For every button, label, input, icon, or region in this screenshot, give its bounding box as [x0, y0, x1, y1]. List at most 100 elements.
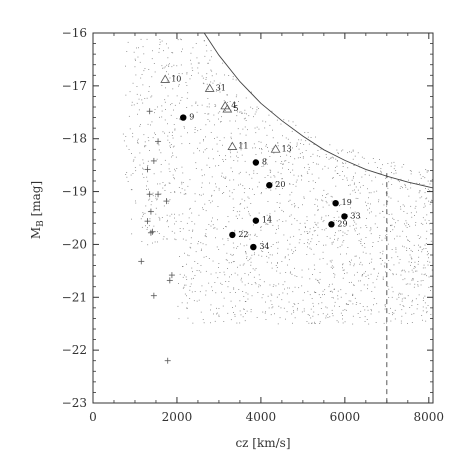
field-dot [245, 292, 247, 294]
field-dot [198, 214, 200, 216]
field-dot [382, 211, 384, 212]
field-dot [409, 241, 411, 242]
field-dot [196, 57, 198, 59]
field-dot [203, 140, 204, 142]
field-dot [281, 261, 283, 262]
field-dot [194, 261, 196, 262]
field-dot [165, 87, 166, 89]
field-dot [127, 41, 129, 43]
field-dot [250, 203, 252, 204]
field-dot [380, 172, 382, 174]
field-dot [423, 274, 425, 276]
field-dot [356, 302, 358, 303]
field-dot [329, 144, 331, 146]
field-dot [233, 287, 235, 289]
field-dot [251, 91, 252, 93]
field-dot [320, 308, 322, 309]
field-dot [158, 48, 160, 50]
field-dot [193, 277, 194, 279]
field-dot [418, 261, 419, 262]
field-dot [218, 165, 220, 166]
field-dot [172, 88, 174, 90]
field-dot [186, 72, 188, 74]
field-dot [305, 150, 307, 151]
field-dot [352, 293, 354, 295]
field-dot [355, 227, 357, 229]
field-dot [192, 271, 193, 273]
field-dot [409, 248, 410, 249]
field-dot [205, 290, 207, 292]
field-dot [240, 183, 241, 185]
field-dot [352, 177, 354, 179]
field-dot [280, 307, 282, 309]
field-dot [282, 221, 284, 222]
field-dot [403, 269, 405, 271]
field-dot [354, 255, 356, 257]
field-dot [225, 226, 227, 228]
field-dot [382, 183, 384, 185]
field-dot [191, 75, 192, 76]
field-dot [422, 280, 424, 281]
field-dot [181, 143, 183, 145]
field-dot [284, 257, 286, 259]
field-dot [388, 214, 390, 215]
field-dot [137, 56, 139, 58]
field-dot [414, 215, 415, 216]
field-dot [393, 173, 395, 175]
field-dot [172, 131, 173, 133]
field-dot [205, 294, 207, 296]
field-dot [308, 143, 310, 145]
field-dot [313, 188, 315, 190]
field-dot [174, 192, 176, 193]
field-dot [342, 322, 344, 324]
field-dot [216, 307, 217, 309]
field-dot [245, 171, 247, 173]
field-dot [245, 301, 247, 302]
field-dot [222, 144, 223, 146]
field-dot [132, 136, 134, 138]
field-dot [360, 186, 361, 188]
field-dot [313, 305, 314, 307]
field-dot [402, 230, 404, 232]
field-dot [320, 218, 322, 220]
field-dot [382, 250, 384, 252]
field-dot [407, 188, 409, 190]
field-dot [169, 199, 171, 201]
field-dot [378, 201, 379, 203]
field-dot [202, 209, 204, 210]
field-dot [310, 317, 312, 319]
field-dot [423, 184, 425, 186]
field-dot [425, 307, 427, 309]
field-dot [368, 278, 370, 279]
field-dot [327, 317, 329, 318]
field-dot [334, 274, 336, 276]
field-dot [211, 75, 213, 77]
field-dot [292, 147, 293, 149]
field-dot [126, 145, 128, 147]
field-dot [317, 280, 319, 282]
field-dot [406, 250, 408, 251]
field-dot [128, 149, 130, 150]
field-dot [412, 279, 414, 281]
field-dot [238, 101, 239, 102]
field-dot [342, 315, 343, 316]
field-dot [200, 271, 202, 273]
field-dot [174, 178, 175, 180]
filled-circle-point [229, 231, 236, 239]
field-dot [132, 132, 134, 134]
field-dot [291, 204, 293, 206]
field-dot [408, 195, 410, 197]
field-dot [186, 302, 188, 304]
field-dot [374, 162, 376, 163]
field-dot [337, 239, 339, 241]
field-dot [386, 322, 387, 324]
field-dot [161, 40, 163, 42]
field-dot [269, 215, 271, 216]
field-dot [348, 304, 349, 305]
field-dot [425, 169, 427, 170]
field-dot [380, 263, 382, 265]
field-dot [213, 190, 215, 192]
field-dot [335, 185, 337, 187]
field-dot [406, 247, 408, 249]
field-dot [167, 135, 169, 137]
